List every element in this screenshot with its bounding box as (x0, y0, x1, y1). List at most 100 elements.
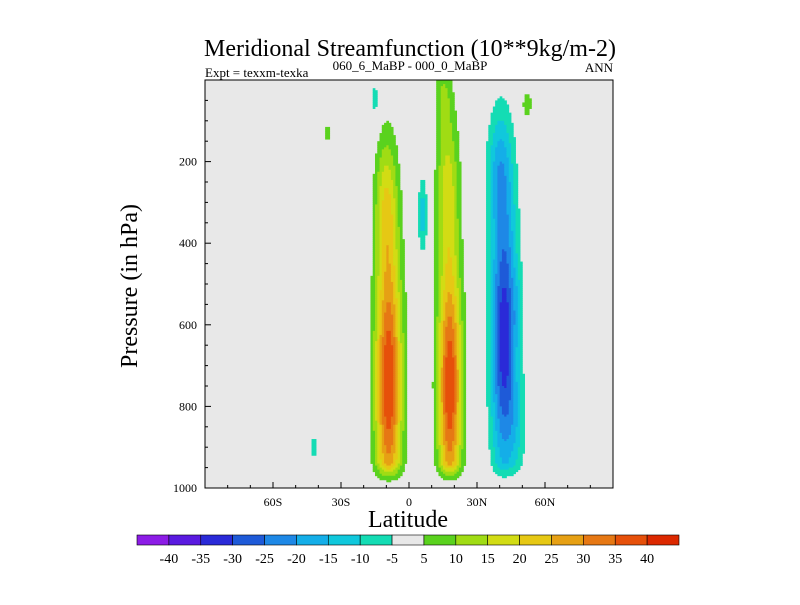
contour-band-cell (486, 345, 491, 348)
contour-band-cell (520, 296, 523, 299)
contour-band-cell (397, 259, 401, 262)
contour-band-cell (438, 247, 444, 250)
contour-band-cell (375, 459, 378, 462)
contour-band-cell (375, 210, 380, 213)
contour-band-cell (486, 179, 491, 183)
contour-band-cell (384, 439, 394, 442)
contour-band-cell (458, 226, 462, 230)
contour-band-cell (379, 330, 383, 334)
contour-band-cell (375, 443, 378, 446)
contour-band-cell (438, 437, 442, 440)
contour-band-cell (375, 439, 378, 442)
contour-band-cell (395, 310, 399, 313)
contour-band-cell (370, 351, 374, 354)
contour-band-cell (513, 388, 519, 391)
contour-band-cell (517, 332, 521, 336)
contour-band-cell (458, 373, 462, 377)
contour-band-cell (445, 451, 455, 454)
contour-band-cell (456, 284, 462, 287)
contour-band-cell (377, 326, 380, 330)
contour-band-cell (463, 320, 467, 324)
contour-band-cell (372, 396, 376, 399)
contour-band-cell (486, 355, 491, 358)
contour-band-cell (433, 332, 437, 336)
contour-band-cell (433, 290, 439, 293)
contour-band-cell (495, 288, 498, 291)
contour-band-cell (506, 212, 512, 216)
contour-band-cell (443, 445, 446, 448)
contour-band-cell (445, 449, 448, 452)
contour-band-cell (377, 475, 401, 479)
contour-band-cell (447, 96, 455, 99)
contour-band-cell (458, 339, 462, 342)
contour-band-cell (488, 430, 494, 434)
contour-band-cell (445, 288, 455, 291)
x-axis-label: Latitude (368, 507, 448, 533)
contour-band-cell (490, 383, 494, 387)
contour-band-cell (436, 467, 442, 471)
contour-band-cell (420, 222, 426, 226)
contour-band-cell (381, 351, 385, 354)
contour-band-cell (440, 396, 444, 399)
contour-band-cell (495, 471, 516, 475)
contour-band-cell (492, 310, 496, 313)
contour-band-cell (436, 143, 442, 146)
contour-band-cell (508, 304, 512, 307)
contour-band-cell (433, 263, 439, 267)
contour-band-cell (511, 259, 514, 262)
contour-band-cell (397, 408, 401, 411)
contour-band-cell (458, 363, 462, 366)
contour-band-cell (499, 279, 510, 283)
contour-band-cell (443, 381, 446, 385)
contour-band-cell (393, 253, 399, 256)
contour-band-cell (486, 363, 491, 366)
contour-band-cell (486, 226, 491, 230)
contour-band-cell (375, 265, 380, 269)
contour-band-cell (377, 175, 383, 179)
contour-band-cell (402, 434, 408, 438)
contour-band-cell (433, 284, 439, 287)
contour-band-cell (399, 359, 403, 362)
contour-band-cell (384, 361, 394, 364)
contour-band-cell (440, 286, 446, 289)
contour-band-cell (381, 361, 385, 364)
contour-band-cell (440, 114, 451, 118)
contour-band-cell (452, 271, 457, 275)
contour-band-cell (511, 200, 514, 203)
contour-band-cell (445, 379, 455, 383)
contour-band-cell (436, 112, 442, 116)
contour-band-cell (461, 367, 464, 371)
contour-band-cell (497, 120, 505, 124)
contour-band-cell (440, 122, 453, 126)
contour-band-cell (445, 394, 455, 397)
contour-band-cell (511, 332, 514, 336)
contour-band-cell (436, 400, 439, 403)
contour-band-cell (513, 196, 519, 199)
contour-band-cell (495, 388, 501, 391)
contour-band-cell (404, 396, 408, 399)
contour-band-cell (511, 143, 516, 146)
contour-band-cell (436, 383, 439, 387)
contour-band-cell (375, 371, 378, 375)
contour-band-cell (461, 381, 464, 385)
contour-band-cell (511, 292, 514, 295)
contour-band-cell (499, 357, 510, 360)
contour-band-cell (375, 251, 380, 254)
contour-band-cell (486, 404, 491, 407)
contour-band-cell (433, 451, 439, 454)
contour-band-cell (520, 443, 525, 446)
contour-band-cell (397, 216, 403, 220)
contour-band-cell (458, 386, 462, 389)
contour-band-cell (390, 312, 396, 315)
colorbar-label: 5 (420, 552, 427, 567)
contour-band-cell (370, 453, 376, 456)
contour-band-cell (456, 179, 462, 183)
contour-band-cell (492, 332, 496, 336)
contour-band-cell (440, 371, 444, 375)
contour-band-cell (440, 453, 444, 456)
contour-band-cell (456, 198, 462, 201)
contour-band-cell (433, 400, 437, 403)
contour-band-cell (433, 286, 439, 289)
contour-band-cell (520, 361, 523, 364)
contour-band-cell (393, 218, 396, 222)
